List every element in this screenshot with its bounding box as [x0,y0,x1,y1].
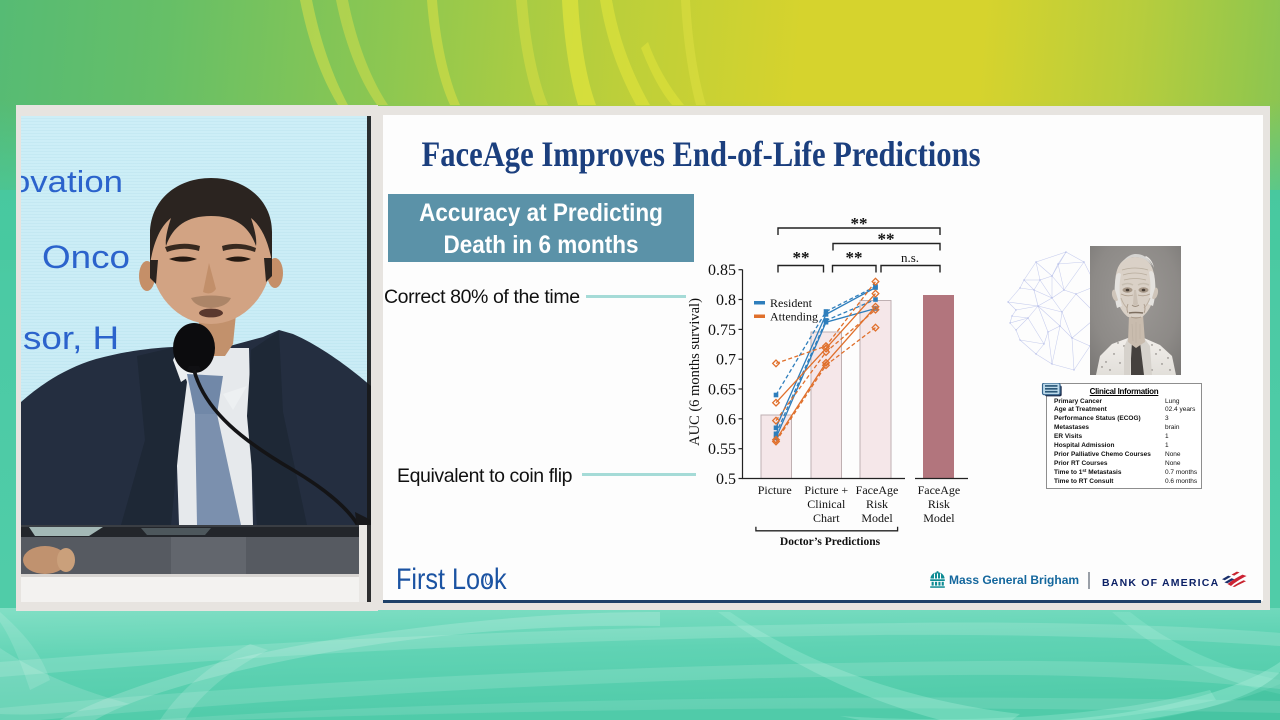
svg-text:Doctor’s Predictions: Doctor’s Predictions [780,536,881,548]
svg-text:0.7: 0.7 [716,352,736,369]
svg-text:Picture: Picture [758,483,792,497]
svg-text:n.s.: n.s. [901,250,919,265]
svg-text:0.55: 0.55 [708,441,736,458]
svg-text:Picture +: Picture + [804,483,848,497]
svg-text:**: ** [793,248,810,267]
svg-text:Attending: Attending [770,310,818,324]
svg-text:0.75: 0.75 [708,322,736,339]
svg-text:0.85: 0.85 [708,262,736,279]
svg-text:FaceAge: FaceAge [856,483,899,497]
svg-text:**: ** [846,248,863,267]
svg-text:0.65: 0.65 [708,382,736,399]
svg-text:0.8: 0.8 [716,292,736,309]
svg-text:Resident: Resident [770,296,813,310]
svg-text:AUC (6 months survival): AUC (6 months survival) [687,298,703,446]
svg-text:Risk: Risk [866,497,888,511]
svg-text:**: ** [851,214,868,233]
svg-text:FaceAge: FaceAge [918,483,961,497]
svg-text:0.5: 0.5 [716,471,736,488]
svg-text:Clinical: Clinical [807,497,846,511]
svg-text:0.6: 0.6 [716,411,736,428]
svg-text:Risk: Risk [928,497,950,511]
svg-text:Chart: Chart [813,511,840,525]
svg-text:Model: Model [923,511,955,525]
svg-text:Model: Model [861,511,893,525]
svg-text:**: ** [878,230,895,249]
